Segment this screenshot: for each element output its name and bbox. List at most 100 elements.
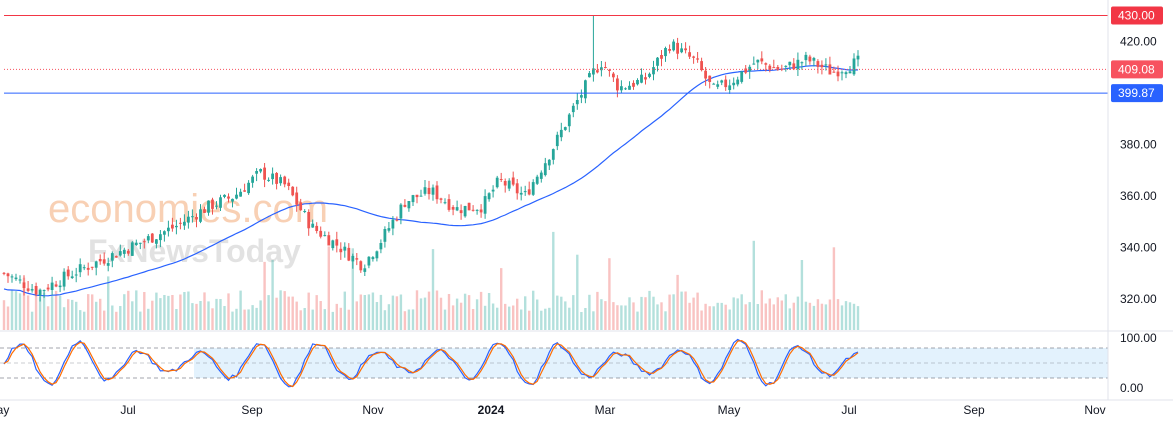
candle [439,197,443,204]
candle-body [351,255,355,262]
candle [114,255,118,258]
candle [375,250,379,262]
candle-body [371,257,375,260]
volume-bar [764,303,767,330]
candle [584,79,587,104]
candle [130,241,134,256]
candle-body [491,189,495,192]
candle-body [455,207,459,211]
volume-bar [311,309,314,330]
candle [30,284,34,293]
candle [315,222,319,234]
volume-bar [303,308,306,330]
volume-bar [199,301,202,330]
candle-body [824,64,828,66]
volume-bar [720,302,723,330]
candle [792,58,796,71]
candle [195,213,198,228]
volume-bar [399,294,403,330]
candle-body [648,73,651,77]
volume-bar [628,297,631,330]
candle [183,214,186,230]
candle [784,65,788,72]
candle-body [30,289,34,291]
horizontal-levels[interactable] [4,15,1108,94]
candle [447,194,451,212]
price-tick-label: 320.00 [1120,292,1157,306]
candle [828,56,832,75]
volume-bar [71,299,74,330]
candle [804,51,808,67]
candle-body [138,242,142,244]
volume-bar [768,298,771,330]
candle-body [118,251,122,256]
oscillator-pane: 100.00 0.00 [0,330,1173,395]
volume-bar [18,293,22,330]
last-price-label: 409.08 [1111,60,1163,79]
candle [523,185,527,196]
candle-body [471,209,475,211]
candle-body [307,212,311,229]
volume-bar [584,308,587,330]
candle [18,275,22,284]
level-label-text: 409.08 [1118,62,1155,76]
candle-body [784,65,788,67]
candle-body [760,58,764,62]
volume-bar [255,307,258,330]
time-axis-label: May [0,403,9,417]
volume-bar [38,296,42,330]
candle-body [134,242,138,245]
candle [660,50,663,67]
candle-body [126,250,130,254]
volume-bar [159,298,162,330]
candle-body [608,69,611,71]
candle [431,184,435,201]
volume-bar [459,302,463,330]
candle-body [295,192,299,205]
candle-body [543,163,547,176]
candle [122,247,126,258]
candle-body [110,253,114,261]
candle [451,205,455,216]
candle [219,194,222,211]
volume-bar [323,309,326,330]
volume-bar [684,291,687,330]
candle [427,180,431,200]
volume-bar [524,296,527,330]
volume-bar [355,301,358,330]
volume-bar [712,306,715,330]
candle [323,231,327,237]
candle-body [792,63,796,70]
candle [58,280,62,293]
candle-body [247,182,250,194]
candle [34,282,38,297]
volume-bar [179,294,182,330]
candle-body [427,187,431,195]
time-axis[interactable]: May Jul Sep Nov 2024 Mar May Jul Sep Nov [0,399,1173,417]
candle [543,157,547,177]
volume-bar [760,290,763,330]
candle [419,189,423,197]
volume-bar [544,308,547,330]
candle-body [559,129,563,138]
candle [716,80,720,90]
candle-body [22,282,26,288]
candle [379,239,383,254]
volume-bar [22,277,26,330]
candle-body [379,243,383,250]
candle [367,256,371,269]
candle [604,61,607,69]
candle [295,186,299,212]
candle [126,249,130,256]
candle [66,266,70,280]
candle-body [331,240,335,249]
candle [110,251,114,268]
moving-average [3,65,859,297]
candle [499,172,503,182]
candle-body [443,202,447,204]
candle [255,168,258,182]
candle-body [720,80,724,83]
candle-body [407,201,411,209]
